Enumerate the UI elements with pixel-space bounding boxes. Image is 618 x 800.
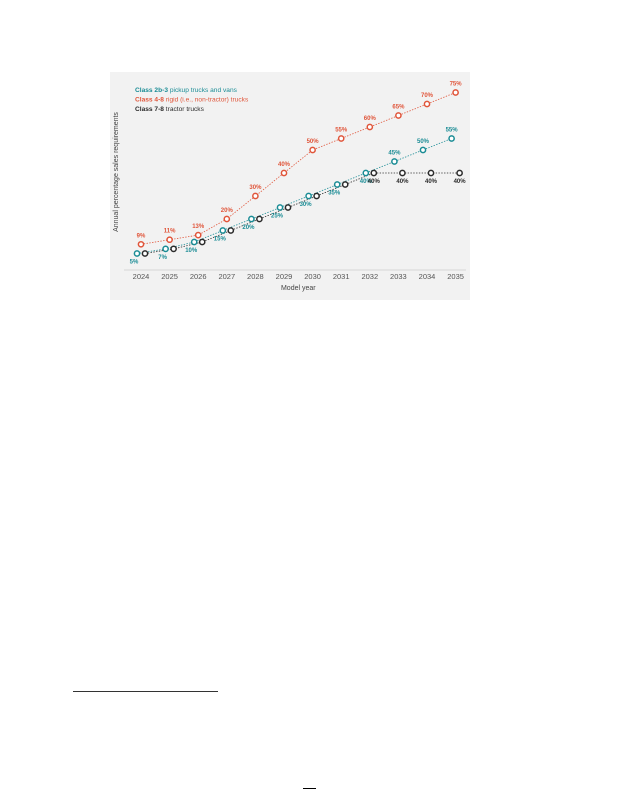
data-label: 40%: [278, 162, 291, 168]
data-point: [333, 181, 341, 188]
data-point: [141, 250, 149, 257]
data-point: [423, 100, 431, 108]
data-label: 15%: [214, 237, 227, 243]
data-point: [166, 236, 173, 244]
x-tick-label: 2028: [247, 272, 264, 281]
data-point: [194, 231, 202, 239]
data-label: 30%: [300, 202, 313, 208]
x-tick-label: 2031: [333, 272, 350, 281]
data-label: 40%: [368, 179, 381, 185]
data-point: [448, 135, 455, 142]
data-point: [219, 227, 227, 234]
data-label: 13%: [192, 224, 205, 230]
data-label: 11%: [164, 229, 176, 235]
x-tick-label: 2027: [218, 272, 235, 281]
data-point: [419, 146, 427, 154]
axes: 2024 2025 2026 2027 2028 2029 2030 2031 2032 2033…: [113, 112, 466, 292]
data-point: [133, 250, 141, 257]
data-point: [170, 245, 177, 253]
data-label: 60%: [364, 116, 377, 122]
x-tick-label: 2024: [133, 272, 150, 281]
data-label: 45%: [388, 151, 401, 157]
data-point: [190, 238, 198, 246]
data-point: [256, 215, 263, 223]
data-label: 40%: [396, 179, 409, 185]
data-label: 25%: [271, 214, 284, 220]
chart-panel: Class 2b-3 pickup trucks and vans Class 4…: [110, 72, 470, 300]
data-label: 9%: [137, 233, 146, 239]
x-tick-label: 2030: [304, 272, 321, 281]
data-label: 50%: [307, 139, 320, 145]
data-label: 20%: [242, 225, 255, 231]
data-point: [366, 123, 374, 131]
data-label: 40%: [425, 179, 438, 185]
legend-entry-class: Class 2b-3: [135, 87, 168, 94]
data-label: 55%: [446, 128, 459, 134]
data-point: [305, 192, 312, 200]
x-tick-label: 2035: [447, 272, 464, 281]
data-label: 40%: [454, 179, 467, 185]
data-label: 30%: [249, 185, 262, 191]
data-point: [198, 238, 206, 246]
data-point: [391, 158, 398, 165]
data-point: [337, 135, 345, 142]
x-tick-label: 2034: [419, 272, 436, 281]
data-point: [399, 169, 406, 177]
data-point: [137, 240, 145, 248]
data-point: [280, 169, 288, 177]
legend-entry-class: Class 7-8: [135, 106, 164, 113]
data-label: 55%: [335, 128, 348, 134]
legend-entry-description: pickup trucks and vans: [168, 87, 238, 94]
data-point: [284, 204, 292, 211]
legend-entry: Class 4-8 rigid (i.e., non-tractor) truc…: [135, 97, 249, 104]
series-layer: 5% 7% 10% 15% 20% 25% 30% 35% 40% 45% 50% 55% 9% 11% 1…: [130, 82, 467, 266]
data-point: [313, 192, 320, 200]
legend: Class 2b-3 pickup trucks and vans Class 4…: [135, 87, 249, 113]
data-point: [395, 112, 402, 119]
data-label: 10%: [185, 248, 198, 254]
legend-entry-description: rigid (i.e., non-tractor) trucks: [164, 97, 249, 104]
data-point: [452, 89, 459, 96]
data-label: 7%: [158, 255, 167, 261]
data-label: 40%: [360, 179, 373, 185]
x-tick-label: 2033: [390, 272, 407, 281]
data-point: [248, 215, 255, 223]
footnote-divider: [73, 691, 218, 692]
y-axis-title: Annual percentage sales requirements: [113, 112, 120, 232]
data-label: 50%: [417, 139, 430, 145]
data-point: [227, 227, 235, 234]
x-tick-label: 2026: [190, 272, 207, 281]
chart-background: [110, 72, 470, 300]
series-line: [136, 138, 452, 254]
x-tick-label: 2032: [361, 272, 378, 281]
x-axis-title: Model year: [281, 285, 316, 292]
data-point: [252, 192, 259, 200]
data-point: [223, 215, 231, 223]
data-label: 5%: [130, 260, 139, 266]
data-label: 35%: [328, 191, 341, 197]
x-tick-label: 2025: [161, 272, 178, 281]
data-point: [162, 245, 169, 253]
data-point: [276, 204, 284, 211]
series-line: [140, 92, 456, 245]
data-point: [456, 169, 463, 177]
legend-entry-description: tractor trucks: [164, 106, 205, 113]
data-label: 65%: [392, 105, 405, 111]
data-label: 75%: [450, 82, 463, 88]
data-point: [341, 181, 349, 188]
line-chart: Class 2b-3 pickup trucks and vans Class 4…: [110, 72, 470, 300]
legend-entry: Class 2b-3 pickup trucks and vans: [135, 87, 238, 94]
data-label: 70%: [421, 93, 434, 99]
series-line: [144, 172, 460, 254]
data-label: 20%: [221, 208, 234, 214]
data-point: [370, 169, 378, 177]
legend-entry: Class 7-8 tractor trucks: [135, 106, 205, 113]
x-tick-label: 2029: [276, 272, 293, 281]
page-number-mark: [303, 788, 316, 789]
data-point: [362, 169, 370, 177]
data-point: [427, 169, 435, 177]
data-point: [309, 146, 316, 154]
legend-entry-class: Class 4-8: [135, 97, 164, 104]
